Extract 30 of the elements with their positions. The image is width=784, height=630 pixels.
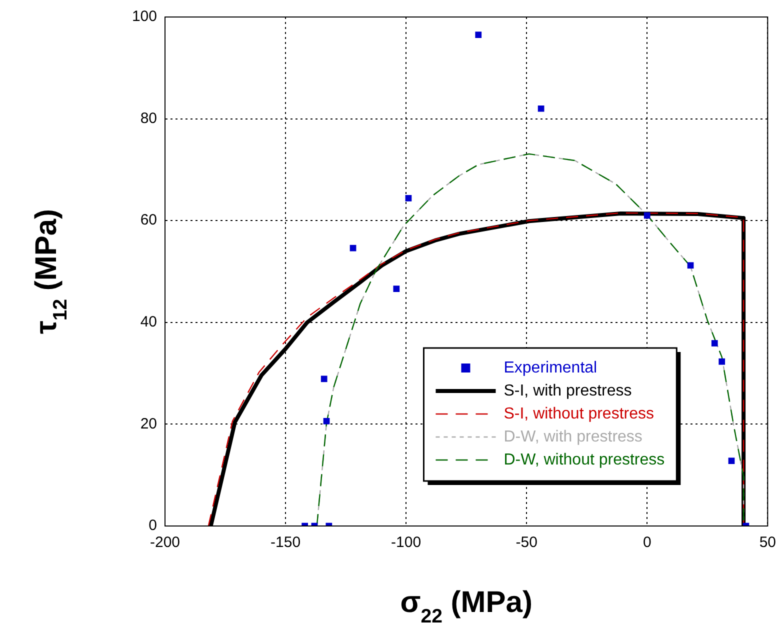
- point: [644, 212, 650, 219]
- x-tick-label: -200: [150, 534, 180, 552]
- y-tick-label: 60: [140, 212, 157, 229]
- x-tick-label: -100: [391, 534, 422, 552]
- legend-label: S-I, without prestress: [504, 405, 654, 422]
- point: [405, 195, 412, 202]
- x-tick-label: 50: [759, 534, 776, 552]
- point: [475, 32, 482, 38]
- y-axis-title: τ12 (MPa): [30, 208, 72, 334]
- point: [320, 376, 328, 382]
- point: [711, 340, 718, 346]
- x-tick-label: 0: [642, 534, 652, 552]
- x-tick-label: -150: [270, 534, 301, 552]
- legend-label: S-I, with prestress: [504, 382, 632, 400]
- y-tick-label: 80: [140, 110, 157, 127]
- point: [687, 262, 694, 269]
- point: [718, 358, 726, 365]
- legend-label: D-W, without prestress: [504, 451, 665, 468]
- point: [728, 458, 735, 464]
- point: [538, 105, 544, 112]
- y-tick-label: 100: [132, 8, 157, 26]
- y-tick-label: 40: [140, 314, 157, 331]
- legend-label: D-W, with prestress: [504, 428, 642, 446]
- y-tick-label: 0: [148, 517, 157, 534]
- point: [350, 244, 356, 252]
- legend-label: Experimental: [504, 359, 598, 376]
- point: [393, 286, 400, 292]
- x-tick-label: -50: [516, 534, 538, 552]
- y-tick-label: 20: [140, 415, 157, 432]
- point: [323, 418, 330, 424]
